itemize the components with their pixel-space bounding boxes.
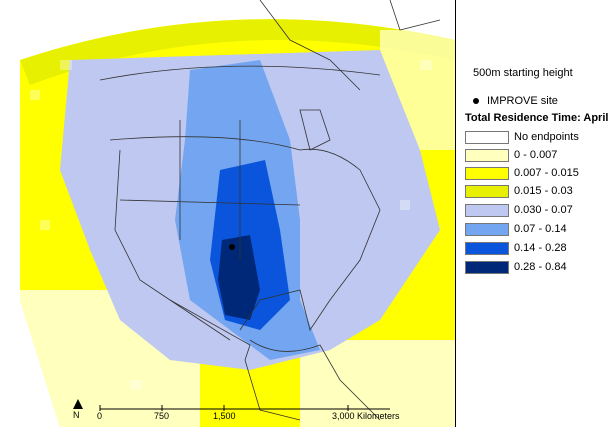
legend-site-label: IMPROVE site	[487, 95, 558, 107]
legend-item-label: 0.14 - 0.28	[514, 242, 567, 254]
scale-tick-0: 0	[97, 411, 103, 421]
legend-swatch	[465, 185, 509, 198]
scale-tick-1500: 1,500	[213, 411, 236, 421]
legend-item-label: No endpoints	[514, 131, 579, 143]
legend-item-label: 0.015 - 0.03	[514, 185, 573, 197]
legend-item-label: 0.007 - 0.015	[514, 167, 579, 179]
legend-swatch	[465, 223, 509, 236]
legend-swatch	[465, 204, 509, 217]
legend-title: Total Residence Time: April	[465, 112, 609, 124]
scale-graphic	[73, 399, 390, 411]
scale-bar: N 0 750 1,500 3,000 Kilometers	[70, 395, 450, 425]
site-dot-icon	[473, 98, 479, 105]
legend-swatch	[465, 242, 509, 255]
map-panel[interactable]: N 0 750 1,500 3,000 Kilometers	[0, 0, 456, 427]
legend: 500m starting height IMPROVE site Total …	[460, 0, 613, 427]
legend-swatch	[465, 149, 509, 162]
legend-item-label: 0.030 - 0.07	[514, 204, 573, 216]
legend-swatch	[465, 167, 509, 180]
endpoint-grid	[20, 19, 455, 427]
legend-height-label: 500m starting height	[473, 67, 573, 79]
north-arrow-label: N	[73, 410, 80, 420]
scale-tick-750: 750	[154, 411, 170, 421]
legend-swatch	[465, 261, 509, 274]
legend-item-label: 0 - 0.007	[514, 149, 558, 161]
legend-item-label: 0.07 - 0.14	[514, 223, 567, 235]
legend-swatch	[465, 131, 509, 144]
boundary-lines	[99, 0, 441, 421]
legend-site: IMPROVE site	[473, 95, 558, 107]
scale-tick-3000: 3,000 Kilometers	[332, 411, 400, 421]
legend-item-label: 0.28 - 0.84	[514, 261, 567, 273]
improve-site-marker[interactable]	[229, 244, 235, 250]
residence-time-map[interactable]	[0, 0, 455, 427]
